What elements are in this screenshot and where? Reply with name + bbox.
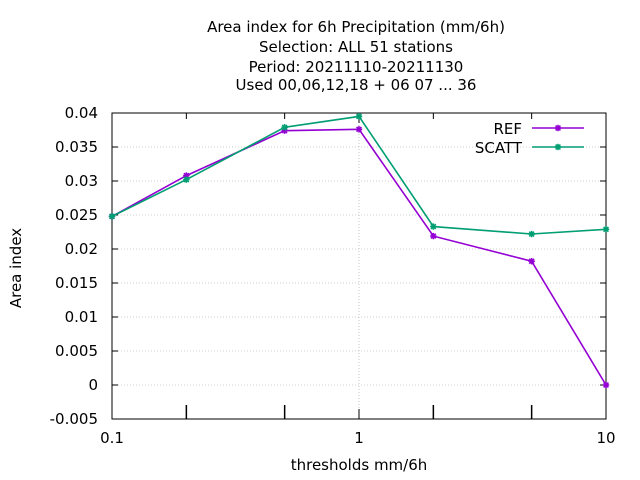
data-point-ref [355, 126, 363, 133]
data-point-ref [602, 381, 610, 389]
marker-stroke [555, 144, 561, 150]
y-tick-label: -0.005 [50, 410, 98, 428]
title-line-3: Period: 20211110-20211130 [249, 58, 464, 76]
data-point-scatt [430, 223, 437, 230]
y-axis-label: Area index [7, 228, 25, 308]
marker-stroke [356, 126, 362, 133]
data-series [108, 113, 610, 389]
legend-marker-ref [554, 124, 562, 132]
marker-stroke [603, 226, 609, 233]
legend: REF SCATT [475, 120, 584, 157]
marker-stroke [356, 113, 362, 120]
marker-stroke [183, 176, 190, 183]
y-tick-label: 0.025 [55, 206, 98, 224]
marker-stroke [281, 124, 288, 131]
marker-stroke [603, 382, 609, 388]
y-tick-label: 0.03 [65, 172, 98, 190]
data-point-scatt [528, 230, 535, 238]
y-tick-label: 0 [88, 376, 98, 394]
legend-marker-scatt [554, 143, 562, 151]
grid-lines [111, 112, 607, 420]
title-line-1: Area index for 6h Precipitation (mm/6h) [207, 18, 505, 36]
x-tick-label: 10 [596, 429, 615, 447]
data-point-scatt [108, 213, 116, 220]
x-tick-label: 0.1 [100, 429, 124, 447]
marker-stroke [528, 258, 535, 265]
marker-stroke [430, 223, 437, 230]
data-point-scatt [355, 113, 363, 120]
x-tick-label: 1 [354, 429, 364, 447]
legend-label-scatt: SCATT [475, 139, 523, 157]
y-tick-label: 0.035 [55, 138, 98, 156]
title-line-4: Used 00,06,12,18 + 06 07 ... 36 [236, 76, 477, 94]
data-point-ref [528, 258, 535, 265]
data-point-ref [430, 232, 437, 240]
y-tick-label: 0.005 [55, 342, 98, 360]
data-point-scatt [281, 124, 288, 131]
y-tick-label: 0.02 [65, 240, 98, 258]
marker-stroke [430, 233, 437, 240]
y-tick-label: 0.04 [65, 104, 98, 122]
y-tick-label: 0.01 [65, 308, 98, 326]
marker-stroke [528, 231, 535, 238]
marker-stroke [555, 125, 561, 131]
title-line-2: Selection: ALL 51 stations [259, 38, 453, 56]
chart-title: Area index for 6h Precipitation (mm/6h) … [207, 18, 505, 94]
legend-label-ref: REF [493, 120, 522, 138]
y-tick-label: 0.015 [55, 274, 98, 292]
marker-stroke [109, 213, 115, 220]
axis-ticks: 0.04 0.035 0.03 0.025 0.02 0.015 0.01 0.005 0 -0.… [50, 104, 616, 447]
data-point-scatt [183, 176, 190, 183]
data-point-scatt [602, 226, 610, 233]
x-axis-label: thresholds mm/6h [291, 456, 428, 474]
